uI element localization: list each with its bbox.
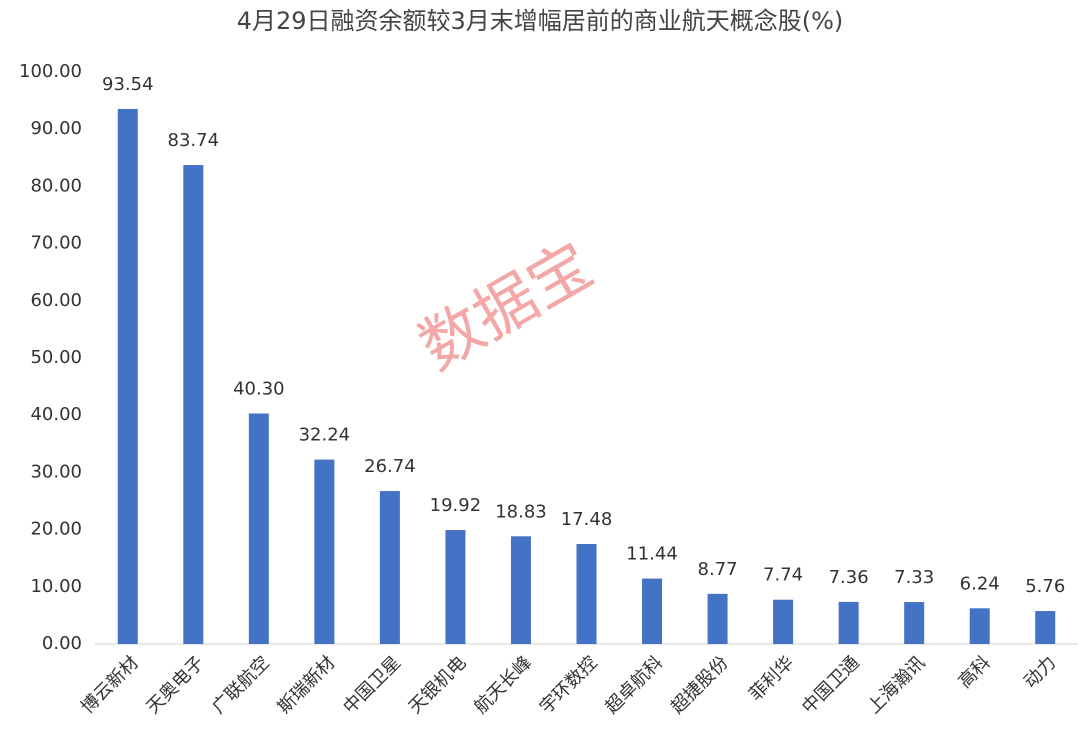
x-tick-label: 博云新材: [77, 652, 143, 718]
bar: [183, 165, 204, 644]
value-label: 18.83: [495, 501, 547, 522]
bar: [838, 601, 859, 644]
y-tick-label: 20.00: [30, 519, 82, 540]
value-label: 7.36: [829, 567, 869, 588]
y-tick-label: 40.00: [30, 404, 82, 425]
x-tick-label: 中国卫通: [798, 652, 864, 718]
bar: [969, 608, 990, 644]
value-label: 17.48: [561, 509, 613, 530]
x-tick-label: 超卓航科: [601, 652, 667, 718]
x-tick-label: 斯瑞新材: [274, 652, 340, 718]
bar: [248, 413, 269, 644]
bar: [1035, 611, 1056, 644]
value-label: 5.76: [1025, 576, 1065, 597]
y-tick-label: 0.00: [42, 633, 82, 654]
bar: [642, 578, 663, 644]
x-tick-label: 宇环数控: [536, 652, 602, 718]
bar: [904, 602, 925, 644]
value-label: 83.74: [168, 130, 220, 151]
y-tick-label: 90.00: [30, 118, 82, 139]
y-tick-label: 70.00: [30, 233, 82, 254]
value-label: 32.24: [299, 425, 351, 446]
x-tick-label: 超捷股份: [667, 652, 733, 718]
bar: [510, 536, 531, 644]
value-label: 19.92: [430, 495, 482, 516]
x-tick-label: 中国卫星: [339, 652, 405, 718]
y-tick-label: 60.00: [30, 290, 82, 311]
x-tick-label: 高科: [954, 652, 994, 692]
value-label: 8.77: [698, 559, 738, 580]
chart-title: 4月29日融资余额较3月末增幅居前的商业航天概念股(%): [237, 7, 844, 35]
value-label: 7.74: [763, 565, 803, 586]
y-tick-label: 30.00: [30, 461, 82, 482]
value-label: 11.44: [626, 544, 678, 565]
value-label: 7.33: [894, 567, 934, 588]
watermark: 数据宝: [407, 228, 605, 384]
y-tick-label: 50.00: [30, 347, 82, 368]
x-tick-label: 动力: [1020, 652, 1060, 692]
bar: [445, 530, 466, 644]
bar: [707, 593, 728, 644]
bar: [379, 491, 400, 644]
x-tick-label: 天奥电子: [143, 652, 209, 718]
y-tick-label: 100.00: [19, 61, 82, 82]
bar: [773, 599, 794, 644]
x-tick-label: 航天长峰: [470, 652, 536, 718]
bar: [314, 459, 335, 644]
x-tick-label: 天银机电: [405, 652, 471, 718]
value-label: 26.74: [364, 456, 416, 477]
y-tick-label: 10.00: [30, 576, 82, 597]
bar: [117, 108, 138, 645]
y-tick-label: 80.00: [30, 175, 82, 196]
value-label: 40.30: [233, 378, 285, 399]
value-label: 93.54: [102, 74, 154, 95]
x-tick-label: 广联航空: [208, 652, 274, 718]
bar: [576, 544, 597, 644]
x-tick-label: 上海瀚讯: [863, 652, 929, 718]
value-label: 6.24: [960, 573, 1000, 594]
x-tick-label: 菲利华: [745, 652, 798, 705]
